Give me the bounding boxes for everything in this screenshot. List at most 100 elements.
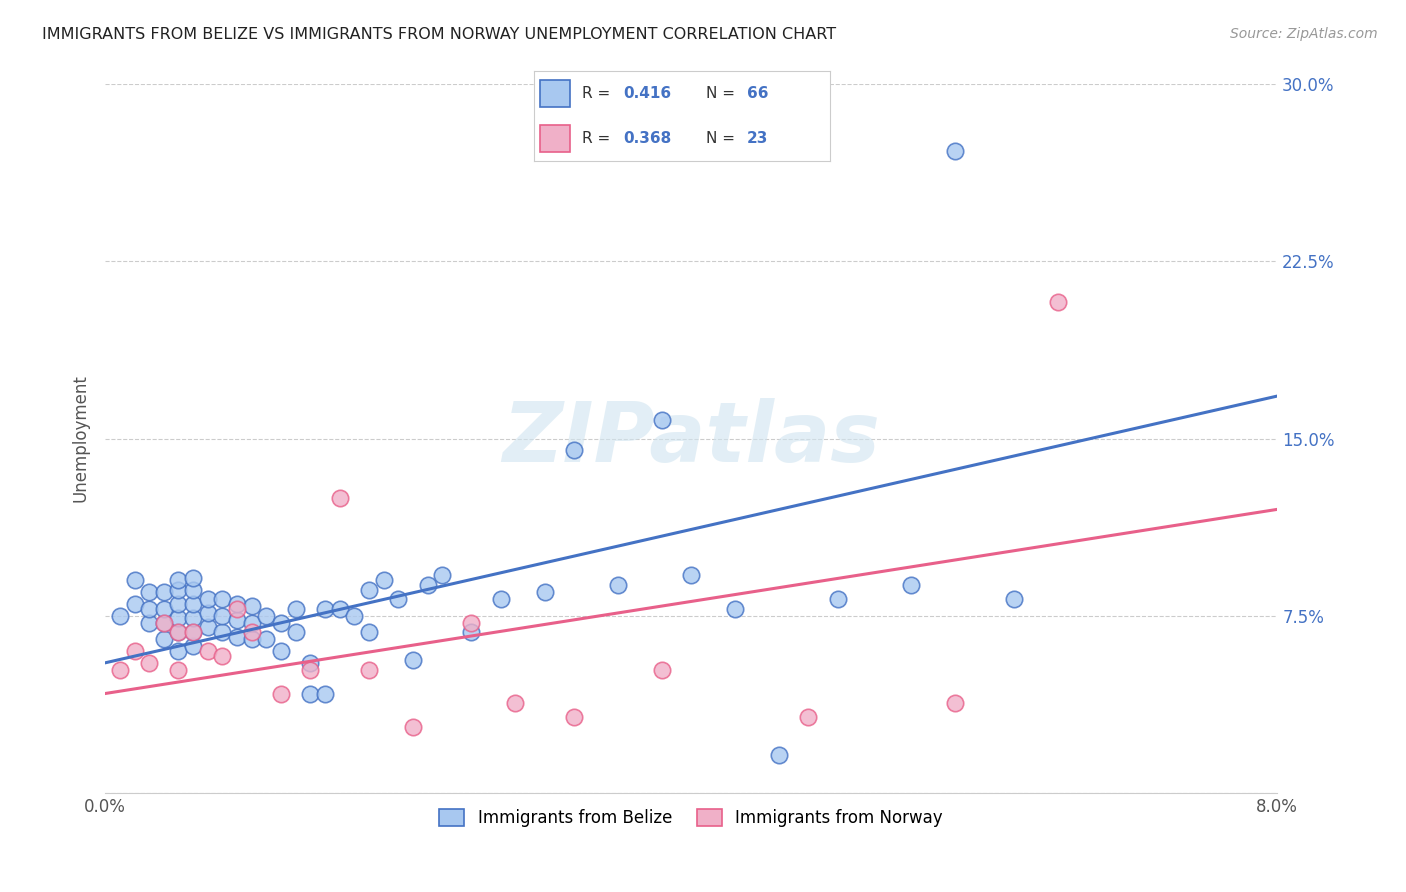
Text: R =: R = — [582, 131, 614, 145]
Point — [167, 573, 190, 587]
Point — [460, 625, 482, 640]
Point — [533, 585, 555, 599]
Point — [197, 592, 219, 607]
Text: N =: N = — [706, 131, 740, 145]
Point — [181, 640, 204, 654]
Point — [108, 608, 131, 623]
Point — [943, 144, 966, 158]
Point — [197, 606, 219, 620]
Point — [181, 625, 204, 640]
Point — [167, 611, 190, 625]
Point — [138, 656, 160, 670]
Point — [299, 686, 322, 700]
Text: IMMIGRANTS FROM BELIZE VS IMMIGRANTS FROM NORWAY UNEMPLOYMENT CORRELATION CHART: IMMIGRANTS FROM BELIZE VS IMMIGRANTS FRO… — [42, 27, 837, 42]
Point — [181, 625, 204, 640]
Point — [181, 597, 204, 611]
Legend: Immigrants from Belize, Immigrants from Norway: Immigrants from Belize, Immigrants from … — [433, 803, 949, 834]
Point — [402, 720, 425, 734]
Point — [1002, 592, 1025, 607]
Point — [562, 443, 585, 458]
Point — [138, 601, 160, 615]
Point — [167, 644, 190, 658]
Point — [211, 625, 233, 640]
Y-axis label: Unemployment: Unemployment — [72, 375, 89, 502]
Point — [505, 696, 527, 710]
Point — [226, 630, 249, 644]
Text: Source: ZipAtlas.com: Source: ZipAtlas.com — [1230, 27, 1378, 41]
Point — [240, 632, 263, 647]
Point — [167, 663, 190, 677]
Point — [124, 644, 146, 658]
Point — [681, 568, 703, 582]
Point — [108, 663, 131, 677]
Text: ZIPatlas: ZIPatlas — [502, 398, 880, 479]
Point — [489, 592, 512, 607]
Point — [343, 608, 366, 623]
Point — [226, 597, 249, 611]
Point — [240, 599, 263, 614]
Point — [226, 613, 249, 627]
Point — [387, 592, 409, 607]
Point — [270, 686, 292, 700]
Point — [402, 653, 425, 667]
Point — [167, 625, 190, 640]
Point — [240, 615, 263, 630]
Point — [562, 710, 585, 724]
Point — [768, 747, 790, 762]
FancyBboxPatch shape — [540, 80, 569, 107]
Point — [138, 615, 160, 630]
Point — [651, 663, 673, 677]
Point — [211, 608, 233, 623]
Point — [124, 573, 146, 587]
Point — [357, 663, 380, 677]
Point — [314, 601, 336, 615]
Point — [430, 568, 453, 582]
Point — [254, 632, 277, 647]
Point — [153, 615, 176, 630]
Point — [167, 582, 190, 597]
Point — [181, 571, 204, 585]
Point — [900, 578, 922, 592]
Point — [124, 597, 146, 611]
Point — [284, 601, 307, 615]
Point — [329, 491, 352, 505]
Point — [270, 644, 292, 658]
Point — [138, 585, 160, 599]
Point — [357, 582, 380, 597]
Point — [167, 625, 190, 640]
Point — [197, 644, 219, 658]
Point — [181, 582, 204, 597]
Point — [373, 573, 395, 587]
Text: 0.416: 0.416 — [623, 87, 671, 101]
Point — [270, 615, 292, 630]
Point — [240, 625, 263, 640]
Point — [226, 601, 249, 615]
Point — [314, 686, 336, 700]
Point — [284, 625, 307, 640]
Point — [797, 710, 820, 724]
Text: N =: N = — [706, 87, 740, 101]
Point — [416, 578, 439, 592]
Point — [1046, 294, 1069, 309]
Point — [724, 601, 747, 615]
Point — [153, 632, 176, 647]
Point — [329, 601, 352, 615]
Text: 0.368: 0.368 — [623, 131, 671, 145]
Text: R =: R = — [582, 87, 614, 101]
Point — [197, 620, 219, 634]
Point — [153, 601, 176, 615]
Point — [254, 608, 277, 623]
FancyBboxPatch shape — [540, 125, 569, 152]
Point — [211, 592, 233, 607]
Point — [827, 592, 849, 607]
Point — [167, 597, 190, 611]
Point — [299, 663, 322, 677]
Point — [651, 412, 673, 426]
Point — [181, 611, 204, 625]
Point — [153, 585, 176, 599]
Point — [607, 578, 630, 592]
Text: 23: 23 — [747, 131, 768, 145]
Point — [153, 615, 176, 630]
Point — [299, 656, 322, 670]
Point — [460, 615, 482, 630]
